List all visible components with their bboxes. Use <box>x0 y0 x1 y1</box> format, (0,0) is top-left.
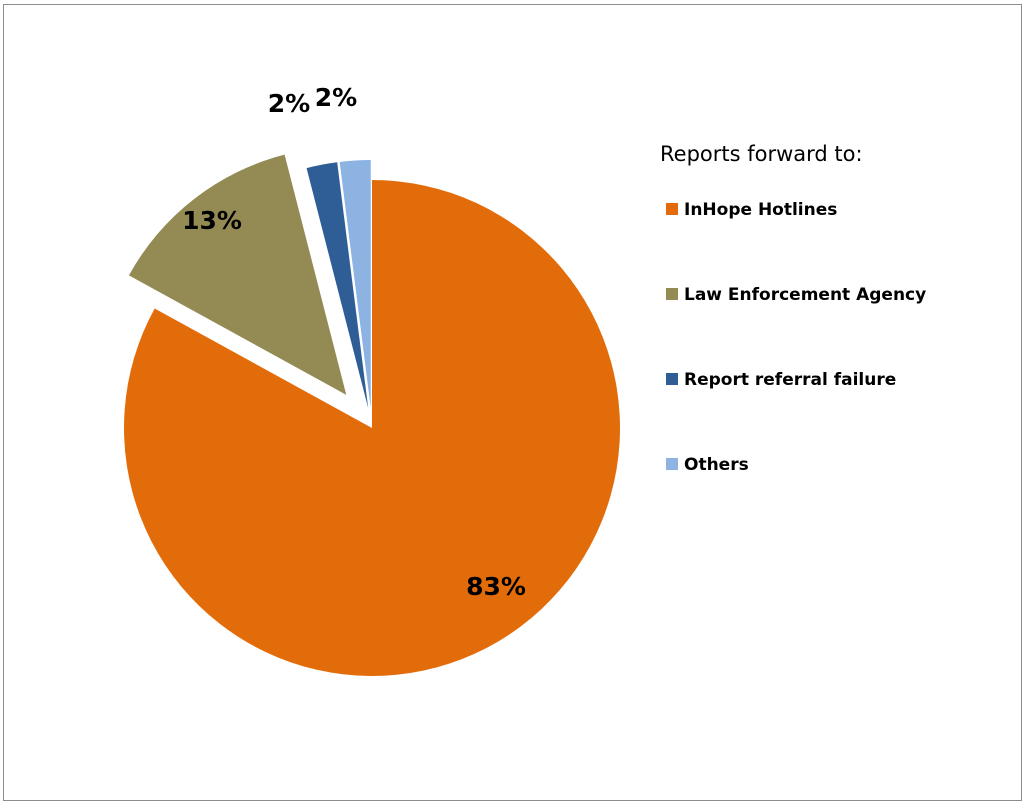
pie-slice-others <box>339 160 371 409</box>
legend-label: Others <box>684 455 749 475</box>
legend-label: Report referral failure <box>684 370 896 390</box>
pie-slices <box>124 154 621 676</box>
slice-label: 2% <box>268 89 310 118</box>
slice-label: 83% <box>466 572 526 601</box>
pie-slice-law-enforcement-agency <box>128 154 347 395</box>
pie-slice-report-referral-failure <box>306 162 369 409</box>
legend: Reports forward to: InHope Hotlines Law E… <box>660 142 926 475</box>
legend-label: InHope Hotlines <box>684 200 837 220</box>
legend-swatch <box>666 288 678 300</box>
legend-swatch <box>666 373 678 385</box>
legend-swatch <box>666 458 678 470</box>
pie-slice-inhope-hotlines <box>124 180 621 676</box>
legend-title: Reports forward to: <box>660 142 863 166</box>
slice-label: 2% <box>315 83 357 112</box>
legend-label: Law Enforcement Agency <box>684 285 926 305</box>
legend-swatch <box>666 203 678 215</box>
slice-labels: 83% 13% 2% 2% <box>182 83 526 601</box>
slice-label: 13% <box>182 206 242 235</box>
